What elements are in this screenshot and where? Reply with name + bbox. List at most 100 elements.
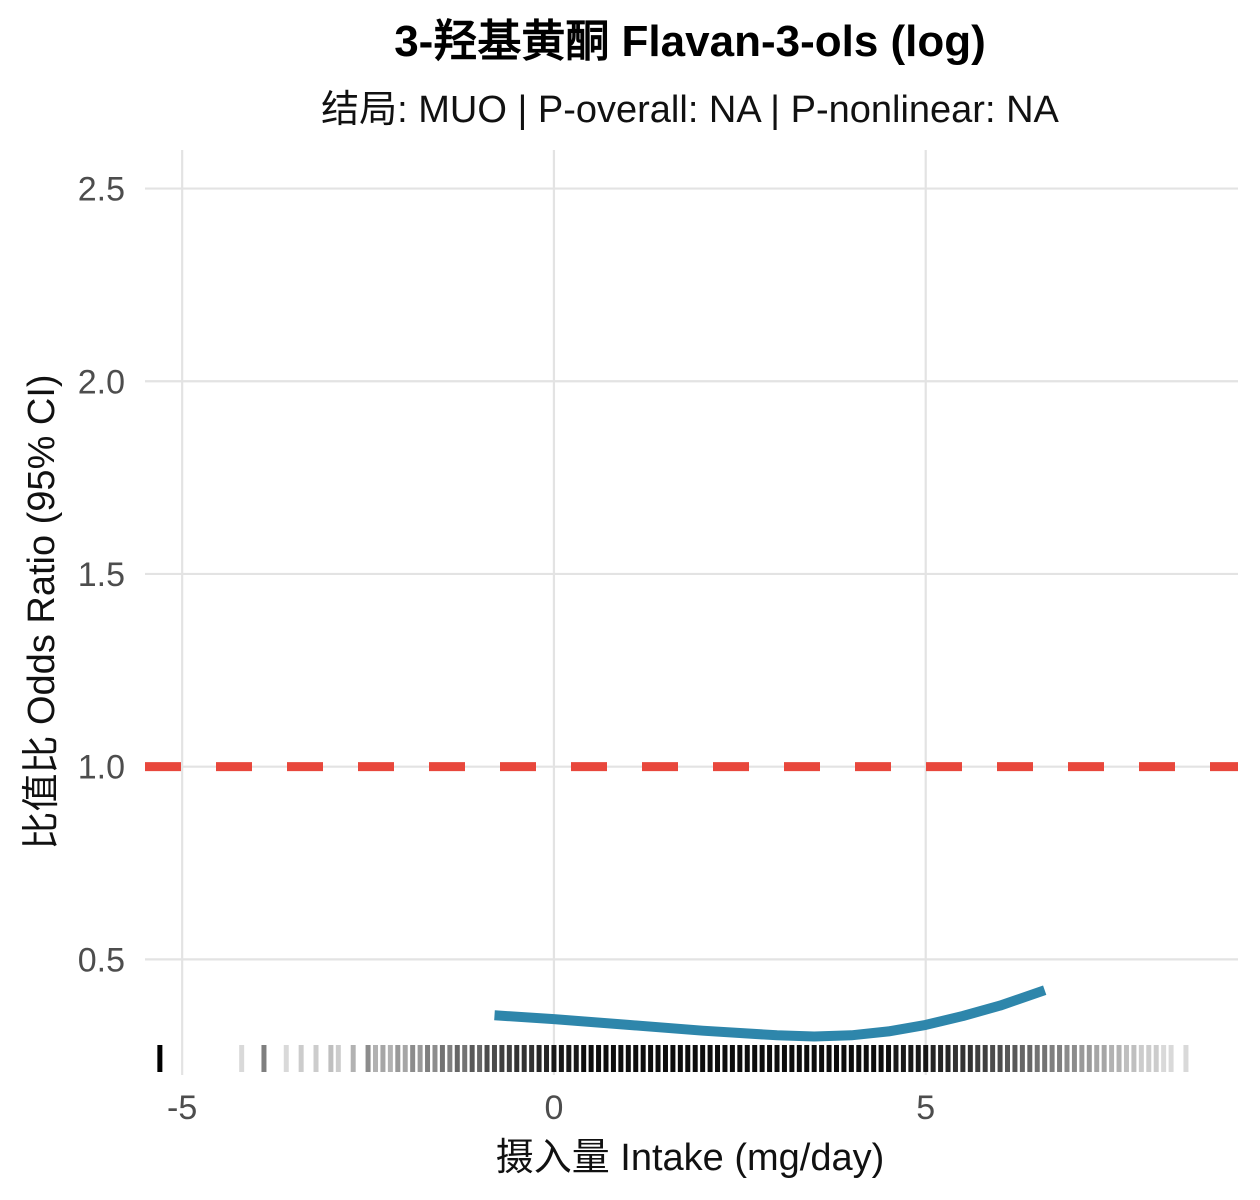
rug-mark [655,1045,661,1072]
rug-mark [893,1045,899,1072]
x-tick-label: 5 [916,1089,935,1127]
rug-mark [432,1045,438,1072]
chart-title: 3-羟基黄酮 Flavan-3-ols (log) [394,17,986,66]
rug-mark [387,1045,393,1072]
rug-mark [915,1045,921,1072]
rug-mark [789,1045,795,1072]
rug-mark [573,1045,579,1072]
rug-mark [863,1045,869,1072]
rug-mark [603,1045,609,1072]
rug-mark [462,1045,468,1072]
rug-mark [997,1045,1003,1072]
y-axis-title: 比值比 Odds Ratio (95% CI) [21,374,63,849]
rug-mark [908,1045,914,1072]
series-layer [494,985,1047,1042]
rug-mark [521,1045,527,1072]
rug-mark [313,1045,319,1072]
rug-mark [588,1045,594,1072]
series-line [494,985,1047,1042]
rug-mark [425,1045,431,1072]
rug-mark [157,1045,163,1072]
y-tick-label: 1.5 [78,556,125,594]
rug-mark [298,1045,304,1072]
rug-mark [380,1045,386,1072]
rug-mark [1034,1045,1040,1072]
rug-mark [477,1045,483,1072]
rug-mark [848,1045,854,1072]
x-tick-label: -5 [167,1089,197,1127]
rug-mark [1071,1045,1077,1072]
rug-mark [1094,1045,1100,1072]
rug-mark [558,1045,564,1072]
rug-mark [692,1045,698,1072]
rug-mark [1005,1045,1011,1072]
grid [145,150,1238,1075]
rug-mark [350,1045,356,1072]
rug-mark [871,1045,877,1072]
rug-mark [499,1045,505,1072]
rug-mark [781,1045,787,1072]
rug-mark [930,1045,936,1072]
rug-mark [536,1045,542,1072]
chart-subtitle: 结局: MUO | P-overall: NA | P-nonlinear: N… [321,89,1059,131]
rug-mark [1123,1045,1129,1072]
y-tick-label: 2.0 [78,363,125,401]
rug-mark [625,1045,631,1072]
rug-mark [514,1045,520,1072]
rug-mark [1101,1045,1107,1072]
rug-mark [737,1045,743,1072]
rug-mark [1057,1045,1063,1072]
rug-mark [239,1045,245,1072]
rug-mark [454,1045,460,1072]
rug-mark [491,1045,497,1072]
rug-mark [566,1045,572,1072]
rug-mark [1168,1045,1174,1072]
rug-mark [938,1045,944,1072]
rug-mark [1138,1045,1144,1072]
rug-mark [544,1045,550,1072]
rug-mark [402,1045,408,1072]
rug-mark [551,1045,557,1072]
rug-mark [700,1045,706,1072]
rug-mark [1027,1045,1033,1072]
rug-mark [833,1045,839,1072]
rug-mark [796,1045,802,1072]
rug-mark [1116,1045,1122,1072]
rug-mark [967,1045,973,1072]
rug-mark [506,1045,512,1072]
rug-mark [283,1045,289,1072]
rug-mark [982,1045,988,1072]
x-tick-label: 0 [544,1089,563,1127]
rug-mark [365,1045,371,1072]
rug-mark [417,1045,423,1072]
rug-mark [752,1045,758,1072]
rug-mark [610,1045,616,1072]
rug-mark [1109,1045,1115,1072]
rug-mark [261,1045,267,1072]
rug-mark [960,1045,966,1072]
rug-mark [841,1045,847,1072]
rug-mark [1153,1045,1159,1072]
rug-mark [1079,1045,1085,1072]
rug-mark [722,1045,728,1072]
rug-mark [677,1045,683,1072]
x-axis-title: 摄入量 Intake (mg/day) [496,1137,885,1179]
rug-mark [774,1045,780,1072]
rug-mark [715,1045,721,1072]
rug-mark [1161,1045,1167,1072]
rug-mark [759,1045,765,1072]
rug-mark [328,1045,334,1072]
rug-mark [447,1045,453,1072]
rug-mark [1012,1045,1018,1072]
rug-mark [811,1045,817,1072]
rug-mark [670,1045,676,1072]
rug-mark [804,1045,810,1072]
rug-mark [1131,1045,1137,1072]
rug-mark [395,1045,401,1072]
rug-mark [1064,1045,1070,1072]
rug-mark [990,1045,996,1072]
rug-mark [581,1045,587,1072]
y-tick-labels: 0.5 1.0 1.5 2.0 2.5 [78,171,125,980]
rug-mark [685,1045,691,1072]
